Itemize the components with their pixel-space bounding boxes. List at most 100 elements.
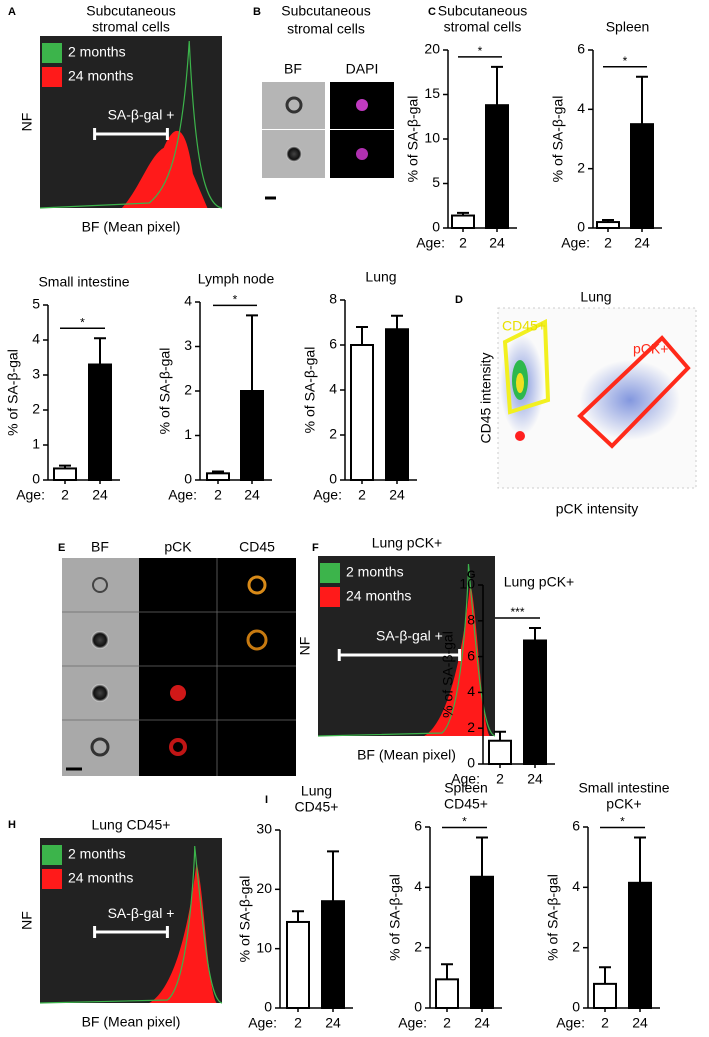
panel-d: D Lung CD45+ pCK+ CD45 intensity pCK int…: [455, 289, 697, 517]
pck-stain: [169, 738, 187, 756]
y-tick-label: 0: [414, 999, 422, 1015]
panel-label: G: [467, 569, 476, 581]
gate-label: CD45+: [502, 318, 546, 334]
cell: [286, 146, 302, 162]
y-tick-label: 3: [184, 337, 192, 353]
y-axis-label: % of SA-β-gal: [405, 96, 421, 183]
y-tick-label: 2: [32, 401, 40, 417]
y-tick-label: 2: [329, 426, 337, 442]
column-label: pCK: [164, 539, 192, 555]
chart-title: stromal cells: [444, 19, 522, 35]
panel-title: Lung: [580, 289, 611, 305]
distribution-2m: [317, 563, 496, 737]
x-tick-label: 2: [443, 1015, 451, 1031]
bf-image: [262, 82, 325, 129]
panel-label: F: [312, 542, 319, 554]
significance-label: ***: [510, 605, 524, 619]
panel-label: I: [265, 794, 268, 806]
error-bar: [634, 836, 646, 883]
cell: [92, 577, 108, 593]
legend-label: 2 months: [346, 564, 404, 580]
x-axis-label: Age:: [416, 235, 445, 251]
bar: [206, 472, 230, 482]
y-tick-label: 0: [184, 471, 192, 487]
error-bar: [246, 314, 258, 391]
legend-swatch: [320, 587, 340, 607]
gate: [502, 318, 551, 415]
y-tick-label: 4: [32, 331, 40, 347]
distribution-2m: [39, 845, 223, 1004]
y-tick-label: 8: [329, 291, 337, 307]
cell: [285, 96, 303, 114]
error-bar: [599, 966, 611, 984]
bar: [593, 982, 617, 1009]
chart-title: Lung: [301, 783, 332, 799]
gate-label: pCK+: [633, 341, 668, 357]
bar: [350, 344, 374, 481]
bar: [628, 881, 652, 1010]
legend-label: 24 months: [68, 870, 133, 886]
panel-e: E BF pCK CD45: [58, 539, 296, 776]
x-axis-label: Age:: [556, 1015, 585, 1031]
significance-label: *: [462, 815, 467, 829]
gate: [93, 926, 169, 939]
legend-label: 24 months: [346, 588, 411, 604]
chart-title: Spleen: [444, 780, 488, 796]
y-axis-label: % of SA-β-gal: [440, 631, 456, 718]
bar: [485, 104, 509, 229]
y-axis-label: NF: [19, 113, 35, 132]
y-tick-label: 4: [467, 683, 475, 699]
y-tick-label: 5: [432, 174, 440, 190]
y-tick-label: 6: [414, 818, 422, 834]
y-tick-label: 20: [256, 880, 272, 896]
x-tick-label: 24: [389, 487, 405, 503]
bf-image: [62, 558, 139, 776]
x-axis-label: BF (Mean pixel): [357, 747, 456, 763]
error-bar: [441, 963, 453, 980]
x-tick-label: 2: [604, 235, 612, 251]
panel-b: B Subcutaneous stromal cells BF DAPI: [253, 3, 394, 200]
column-label: BF: [284, 61, 302, 77]
y-axis-label: % of SA-β-gal: [387, 874, 403, 961]
y-tick-label: 0: [32, 471, 40, 487]
significance-label: *: [620, 815, 625, 829]
x-axis-label: Age:: [561, 235, 590, 251]
panel-title: Subcutaneous: [281, 3, 371, 19]
column-label: CD45: [239, 539, 275, 555]
x-tick-label: 2: [358, 487, 366, 503]
y-tick-label: 4: [572, 878, 580, 894]
density: [516, 373, 524, 393]
gate: [577, 335, 691, 449]
x-tick-label: 24: [634, 235, 650, 251]
x-tick-label: 2: [496, 771, 504, 787]
y-tick-label: 6: [572, 818, 580, 834]
y-tick-label: 2: [467, 719, 475, 735]
cell: [91, 631, 109, 649]
y-tick-label: 8: [467, 612, 475, 628]
y-tick-label: 3: [32, 366, 40, 382]
nucleus: [356, 99, 368, 111]
y-tick-label: 6: [329, 336, 337, 352]
x-axis-label: Age:: [313, 487, 342, 503]
x-axis-label: pCK intensity: [556, 501, 638, 517]
x-axis-label: BF (Mean pixel): [82, 219, 181, 235]
y-tick-label: 15: [424, 85, 440, 101]
y-tick-label: 2: [184, 382, 192, 398]
cell: [90, 737, 110, 757]
bar: [321, 900, 345, 1010]
y-axis-label: % of SA-β-gal: [237, 876, 253, 963]
chart-title: CD45+: [295, 799, 339, 815]
x-axis-label: BF (Mean pixel): [82, 1014, 181, 1030]
x-tick-label: 2: [459, 235, 467, 251]
panel-label: D: [455, 294, 463, 306]
gate-label: SA-β-gal +: [376, 628, 443, 644]
nucleus: [356, 148, 368, 160]
x-tick-label: 24: [244, 487, 260, 503]
error-bar: [491, 65, 503, 106]
significance-label: *: [233, 293, 238, 307]
y-tick-label: 10: [256, 939, 272, 955]
y-axis-label: NF: [297, 637, 313, 656]
error-bar: [327, 850, 339, 902]
y-tick-label: 4: [329, 381, 337, 397]
chart-title: Spleen: [606, 19, 650, 35]
